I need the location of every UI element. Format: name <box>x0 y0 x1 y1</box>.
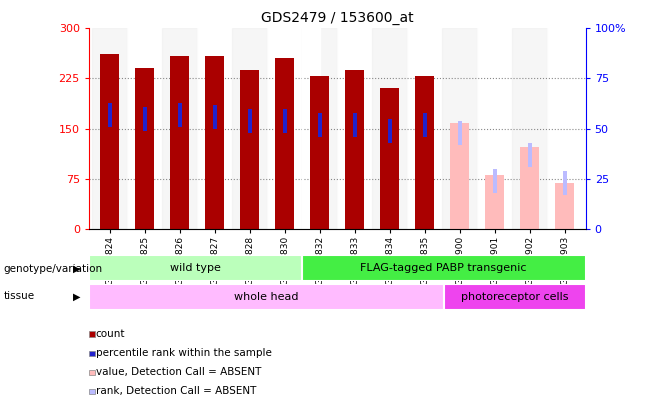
Bar <box>450 123 469 229</box>
Text: photoreceptor cells: photoreceptor cells <box>461 292 569 302</box>
Bar <box>457 121 462 145</box>
Bar <box>240 70 259 229</box>
Bar <box>520 147 540 229</box>
Text: ▶: ▶ <box>73 292 80 301</box>
Bar <box>127 28 163 229</box>
Bar <box>493 168 497 193</box>
Bar <box>275 58 294 229</box>
Bar <box>108 102 112 127</box>
Bar <box>302 255 586 281</box>
Bar <box>528 143 532 167</box>
Bar <box>485 175 504 229</box>
Bar <box>407 28 442 229</box>
Bar <box>178 102 182 127</box>
Text: tissue: tissue <box>3 292 34 301</box>
Bar <box>388 119 392 143</box>
Bar <box>205 56 224 229</box>
Text: count: count <box>95 329 125 339</box>
Text: percentile rank within the sample: percentile rank within the sample <box>95 348 272 358</box>
Bar <box>372 28 407 229</box>
Bar <box>302 28 337 229</box>
Bar <box>170 56 190 229</box>
Bar <box>353 113 357 136</box>
Bar <box>318 113 322 136</box>
Bar <box>337 28 372 229</box>
Bar <box>512 28 547 229</box>
Bar <box>267 28 302 229</box>
Bar <box>213 104 217 129</box>
Bar <box>89 284 443 310</box>
Bar <box>477 28 512 229</box>
Bar <box>442 28 477 229</box>
Text: genotype/variation: genotype/variation <box>3 264 103 273</box>
Bar <box>92 28 127 229</box>
Bar <box>443 284 586 310</box>
Bar <box>415 77 434 229</box>
Bar <box>380 89 399 229</box>
Bar <box>163 28 197 229</box>
Text: FLAG-tagged PABP transgenic: FLAG-tagged PABP transgenic <box>361 263 527 273</box>
Bar <box>547 28 582 229</box>
Bar <box>135 68 155 229</box>
Bar <box>422 113 427 136</box>
Bar <box>247 109 252 132</box>
Bar <box>232 28 267 229</box>
Text: ▶: ▶ <box>73 264 80 273</box>
Text: value, Detection Call = ABSENT: value, Detection Call = ABSENT <box>95 367 261 377</box>
Bar <box>143 107 147 130</box>
Text: wild type: wild type <box>170 263 220 273</box>
Bar <box>555 183 574 229</box>
Bar <box>345 70 365 229</box>
Title: GDS2479 / 153600_at: GDS2479 / 153600_at <box>261 11 413 25</box>
Bar <box>283 109 287 132</box>
Bar <box>100 54 120 229</box>
Bar <box>563 171 567 195</box>
Bar <box>310 77 330 229</box>
Bar <box>197 28 232 229</box>
Bar <box>301 28 303 229</box>
Text: whole head: whole head <box>234 292 299 302</box>
Text: rank, Detection Call = ABSENT: rank, Detection Call = ABSENT <box>95 386 256 396</box>
Bar <box>302 28 320 229</box>
Bar <box>89 255 302 281</box>
